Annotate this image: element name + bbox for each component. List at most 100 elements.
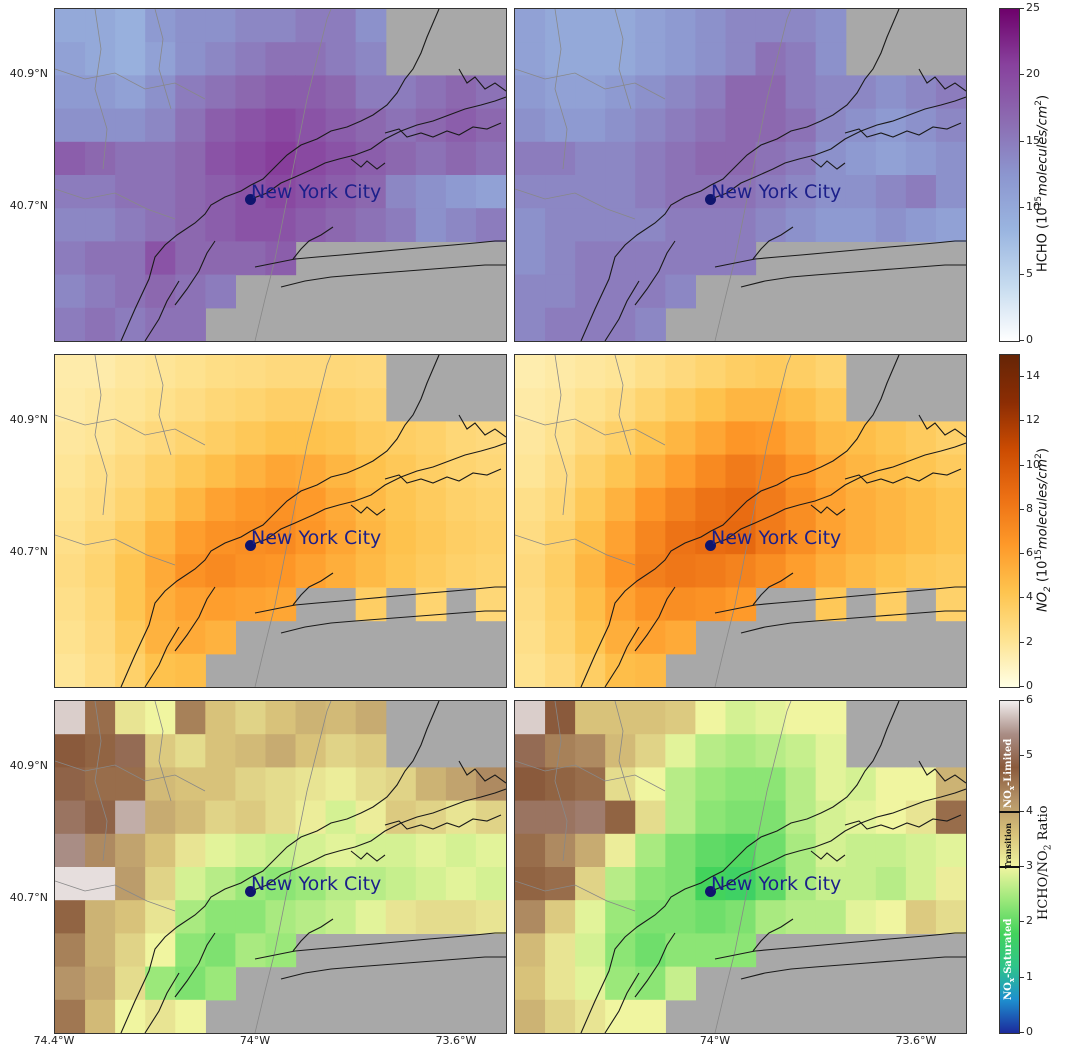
grid-cell: [875, 900, 907, 934]
grid-cell: [325, 701, 357, 735]
admin-boundary: [714, 355, 792, 687]
grid-cell: [515, 933, 546, 968]
no2-colorbar: [999, 354, 1020, 688]
grid-cell: [545, 521, 576, 555]
colorbar-tick-label: 6: [1026, 546, 1033, 560]
grid-cell: [515, 867, 546, 901]
grid-cell: [755, 454, 787, 489]
grid-cell: [145, 521, 176, 555]
grid-cell: [875, 208, 907, 242]
grid-cell: [235, 900, 267, 934]
grid-cell: [815, 487, 847, 522]
grid-cell: [385, 454, 417, 489]
grid-cell: [235, 421, 267, 456]
grid-cell: [175, 701, 206, 735]
admin-boundary: [515, 68, 666, 100]
grid-cell: [445, 487, 477, 522]
admin-boundary: [254, 9, 332, 341]
admin-boundary: [55, 760, 206, 792]
grid-cell: [545, 175, 576, 209]
grid-cell: [55, 653, 86, 687]
grid-cell: [875, 867, 907, 901]
grid-cell: [205, 800, 236, 835]
lat-label-40-7: 40.7°N: [9, 199, 48, 212]
grid-cell: [755, 867, 787, 901]
grid-cell: [635, 274, 666, 309]
grid-cell: [85, 175, 116, 209]
grid-cell: [85, 141, 116, 176]
grid-cell: [85, 274, 116, 309]
grid-cell: [545, 867, 576, 901]
grid-cell: [295, 454, 327, 489]
grid-cell: [575, 9, 606, 43]
ratio-left-svg: [55, 701, 506, 1033]
grid-cell: [355, 701, 387, 735]
grid-cell: [55, 421, 86, 456]
grid-cell: [815, 587, 847, 622]
grid-cell: [875, 75, 907, 110]
grid-cell: [545, 701, 576, 735]
grid-cell: [55, 900, 86, 934]
coastline: [458, 68, 506, 92]
grid-cell: [295, 734, 327, 768]
grid-cell: [385, 108, 417, 143]
grid-cell: [85, 966, 116, 1001]
grid-cell: [175, 141, 206, 176]
grid-cell: [205, 355, 236, 389]
grid-cell: [265, 800, 297, 835]
grid-cell: [85, 454, 116, 489]
coastline: [714, 240, 966, 268]
coastline: [752, 226, 794, 260]
grid-cell: [55, 554, 86, 588]
coastline: [604, 626, 640, 687]
grid-cell: [205, 833, 236, 868]
grid-cell: [85, 487, 116, 522]
grid-cell: [815, 867, 847, 901]
coastline: [280, 956, 506, 980]
grid-cell: [205, 554, 236, 588]
grid-cell: [355, 521, 387, 555]
grid-cell: [175, 274, 206, 309]
grid-cell: [475, 175, 506, 209]
grid-cell: [575, 274, 606, 309]
grid-cell: [325, 421, 357, 456]
colorbar-tickmark: [1020, 340, 1024, 341]
grid-cell: [665, 867, 696, 901]
grid-cell: [515, 833, 546, 868]
grid-cell: [265, 388, 297, 422]
grid-cell: [785, 867, 817, 901]
grid-cell: [265, 933, 297, 968]
grid-cell: [815, 833, 847, 868]
grid-cell: [205, 141, 236, 176]
grid-cell: [85, 241, 116, 276]
admin-boundary: [254, 701, 332, 1033]
grid-cell: [235, 833, 267, 868]
coastline: [250, 96, 506, 200]
grid-cell: [665, 9, 696, 43]
grid-cell: [175, 108, 206, 143]
grid-cell: [415, 833, 447, 868]
grid-cell: [235, 108, 267, 143]
grid-cell: [55, 701, 86, 735]
grid-cell: [755, 900, 787, 934]
grid-cell: [355, 900, 387, 934]
grid-cell: [635, 900, 666, 934]
coastline: [120, 876, 252, 1033]
grid-cell: [725, 767, 757, 802]
grid-cell: [475, 421, 506, 456]
grid-cell: [325, 734, 357, 768]
grid-cell: [265, 141, 297, 176]
grid-cell: [845, 175, 877, 209]
admin-boundary: [94, 355, 108, 516]
regime-transition: Transition: [1003, 822, 1013, 869]
grid-cell: [355, 42, 387, 76]
grid-cell: [385, 175, 417, 209]
grid-cell: [385, 487, 417, 522]
grid-cell: [205, 42, 236, 76]
ratio-colorbar-label: HCHO/NO2 Ratio: [1036, 805, 1054, 920]
grid-cell: [725, 241, 757, 276]
grid-cell: [235, 75, 267, 110]
lat-label-40-9: 40.9°N: [9, 67, 48, 80]
grid-cell: [325, 900, 357, 934]
grid-cell: [295, 900, 327, 934]
